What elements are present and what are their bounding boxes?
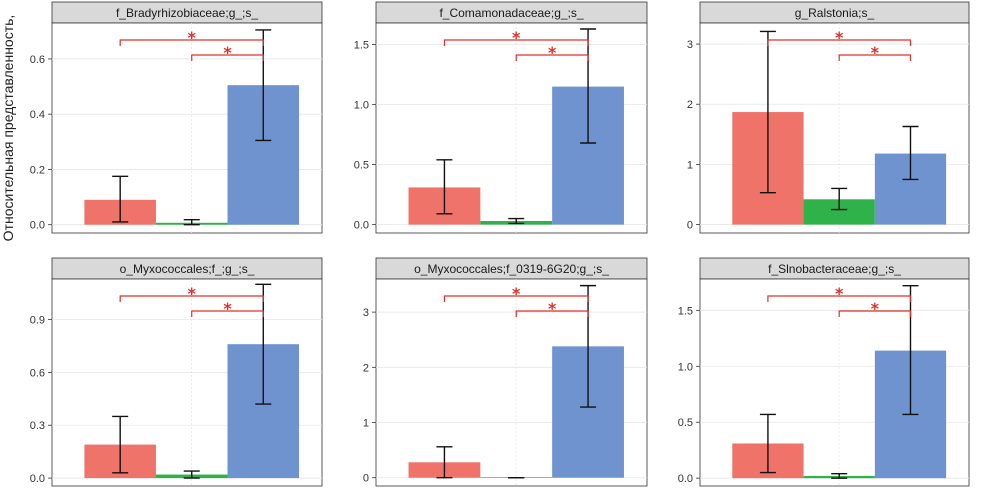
y-tick-label: 0.3	[30, 420, 45, 432]
y-tick-label: 1.0	[678, 361, 693, 373]
y-tick-label: 3	[363, 307, 369, 319]
significance-bracket	[838, 54, 912, 61]
significance-star: *	[835, 284, 844, 303]
y-tick-label: 0.5	[678, 417, 693, 429]
significance-star: *	[188, 284, 197, 303]
y-tick-label: 2	[687, 99, 693, 111]
facet-panel-2: f_Comamonadaceae;g_;s_ 0.0 0.5 1.0 1.5 * *	[354, 1, 648, 234]
facet-panel-3: g_Ralstonia;s_ 0 1 2 3 * *	[687, 1, 970, 234]
significance-bracket	[767, 39, 912, 46]
facet-title: o_Myxococcales;f_0319-6G20;g_;s_	[414, 262, 609, 276]
significance-bracket	[191, 54, 264, 61]
y-tick-label: 0	[687, 220, 693, 232]
facet-panel-4: o_Myxococcales;f_;g_;s_ 0.0 0.3 0.6 0.9 * *	[30, 257, 323, 487]
significance-star: *	[548, 43, 557, 62]
y-tick-label: 1.5	[354, 40, 369, 52]
significance-star: *	[548, 299, 557, 318]
significance-bracket	[767, 295, 912, 302]
significance-star: *	[223, 43, 232, 62]
significance-bracket	[443, 295, 589, 302]
significance-star: *	[871, 299, 880, 318]
facet-panel-5: o_Myxococcales;f_0319-6G20;g_;s_ 0 1 2 3 * *	[363, 257, 648, 487]
y-tick-label: 0.0	[354, 220, 369, 232]
significance-star: *	[512, 28, 521, 47]
y-tick-label: 0.0	[30, 220, 45, 232]
significance-bracket	[191, 310, 264, 317]
y-tick-label: 1	[363, 418, 369, 430]
significance-bracket	[515, 54, 589, 61]
y-tick-label: 3	[687, 39, 693, 51]
significance-star: *	[223, 299, 232, 318]
facet-title: f_Bradyrhizobiaceae;g_;s_	[116, 6, 258, 20]
y-tick-label: 0.2	[30, 164, 45, 176]
significance-star: *	[871, 43, 880, 62]
y-tick-label: 1.5	[678, 305, 693, 317]
y-tick-label: 0.6	[30, 367, 45, 379]
facet-panel-1: f_Bradyrhizobiaceae;g_;s_ 0.0 0.2 0.4 0.6 * *	[30, 1, 323, 234]
y-tick-label: 0.6	[30, 54, 45, 66]
facet-title: f_Comamonadaceae;g_;s_	[439, 6, 583, 20]
y-tick-label: 0.0	[30, 473, 45, 485]
y-tick-label: 0.9	[30, 315, 45, 327]
significance-bracket	[119, 295, 264, 302]
facet-panel-6: f_Slnobacteraceae;g_;s_ 0.0 0.5 1.0 1.5 * *	[678, 257, 970, 487]
y-tick-label: 0.0	[678, 473, 693, 485]
y-tick-label: 2	[363, 362, 369, 374]
significance-bracket	[515, 310, 589, 317]
facet-title: g_Ralstonia;s_	[795, 6, 875, 20]
significance-star: *	[512, 284, 521, 303]
facet-title: f_Slnobacteraceae;g_;s_	[768, 262, 901, 276]
significance-star: *	[188, 28, 197, 47]
significance-star: *	[835, 28, 844, 47]
y-tick-label: 1.0	[354, 100, 369, 112]
y-tick-label: 0.4	[30, 109, 45, 121]
significance-bracket	[838, 310, 912, 317]
significance-bracket	[119, 39, 264, 46]
significance-bracket	[443, 39, 589, 46]
y-tick-label: 1	[687, 159, 693, 171]
y-tick-label: 0	[363, 473, 369, 485]
y-tick-label: 0.5	[354, 160, 369, 172]
facet-title: o_Myxococcales;f_;g_;s_	[120, 262, 255, 276]
